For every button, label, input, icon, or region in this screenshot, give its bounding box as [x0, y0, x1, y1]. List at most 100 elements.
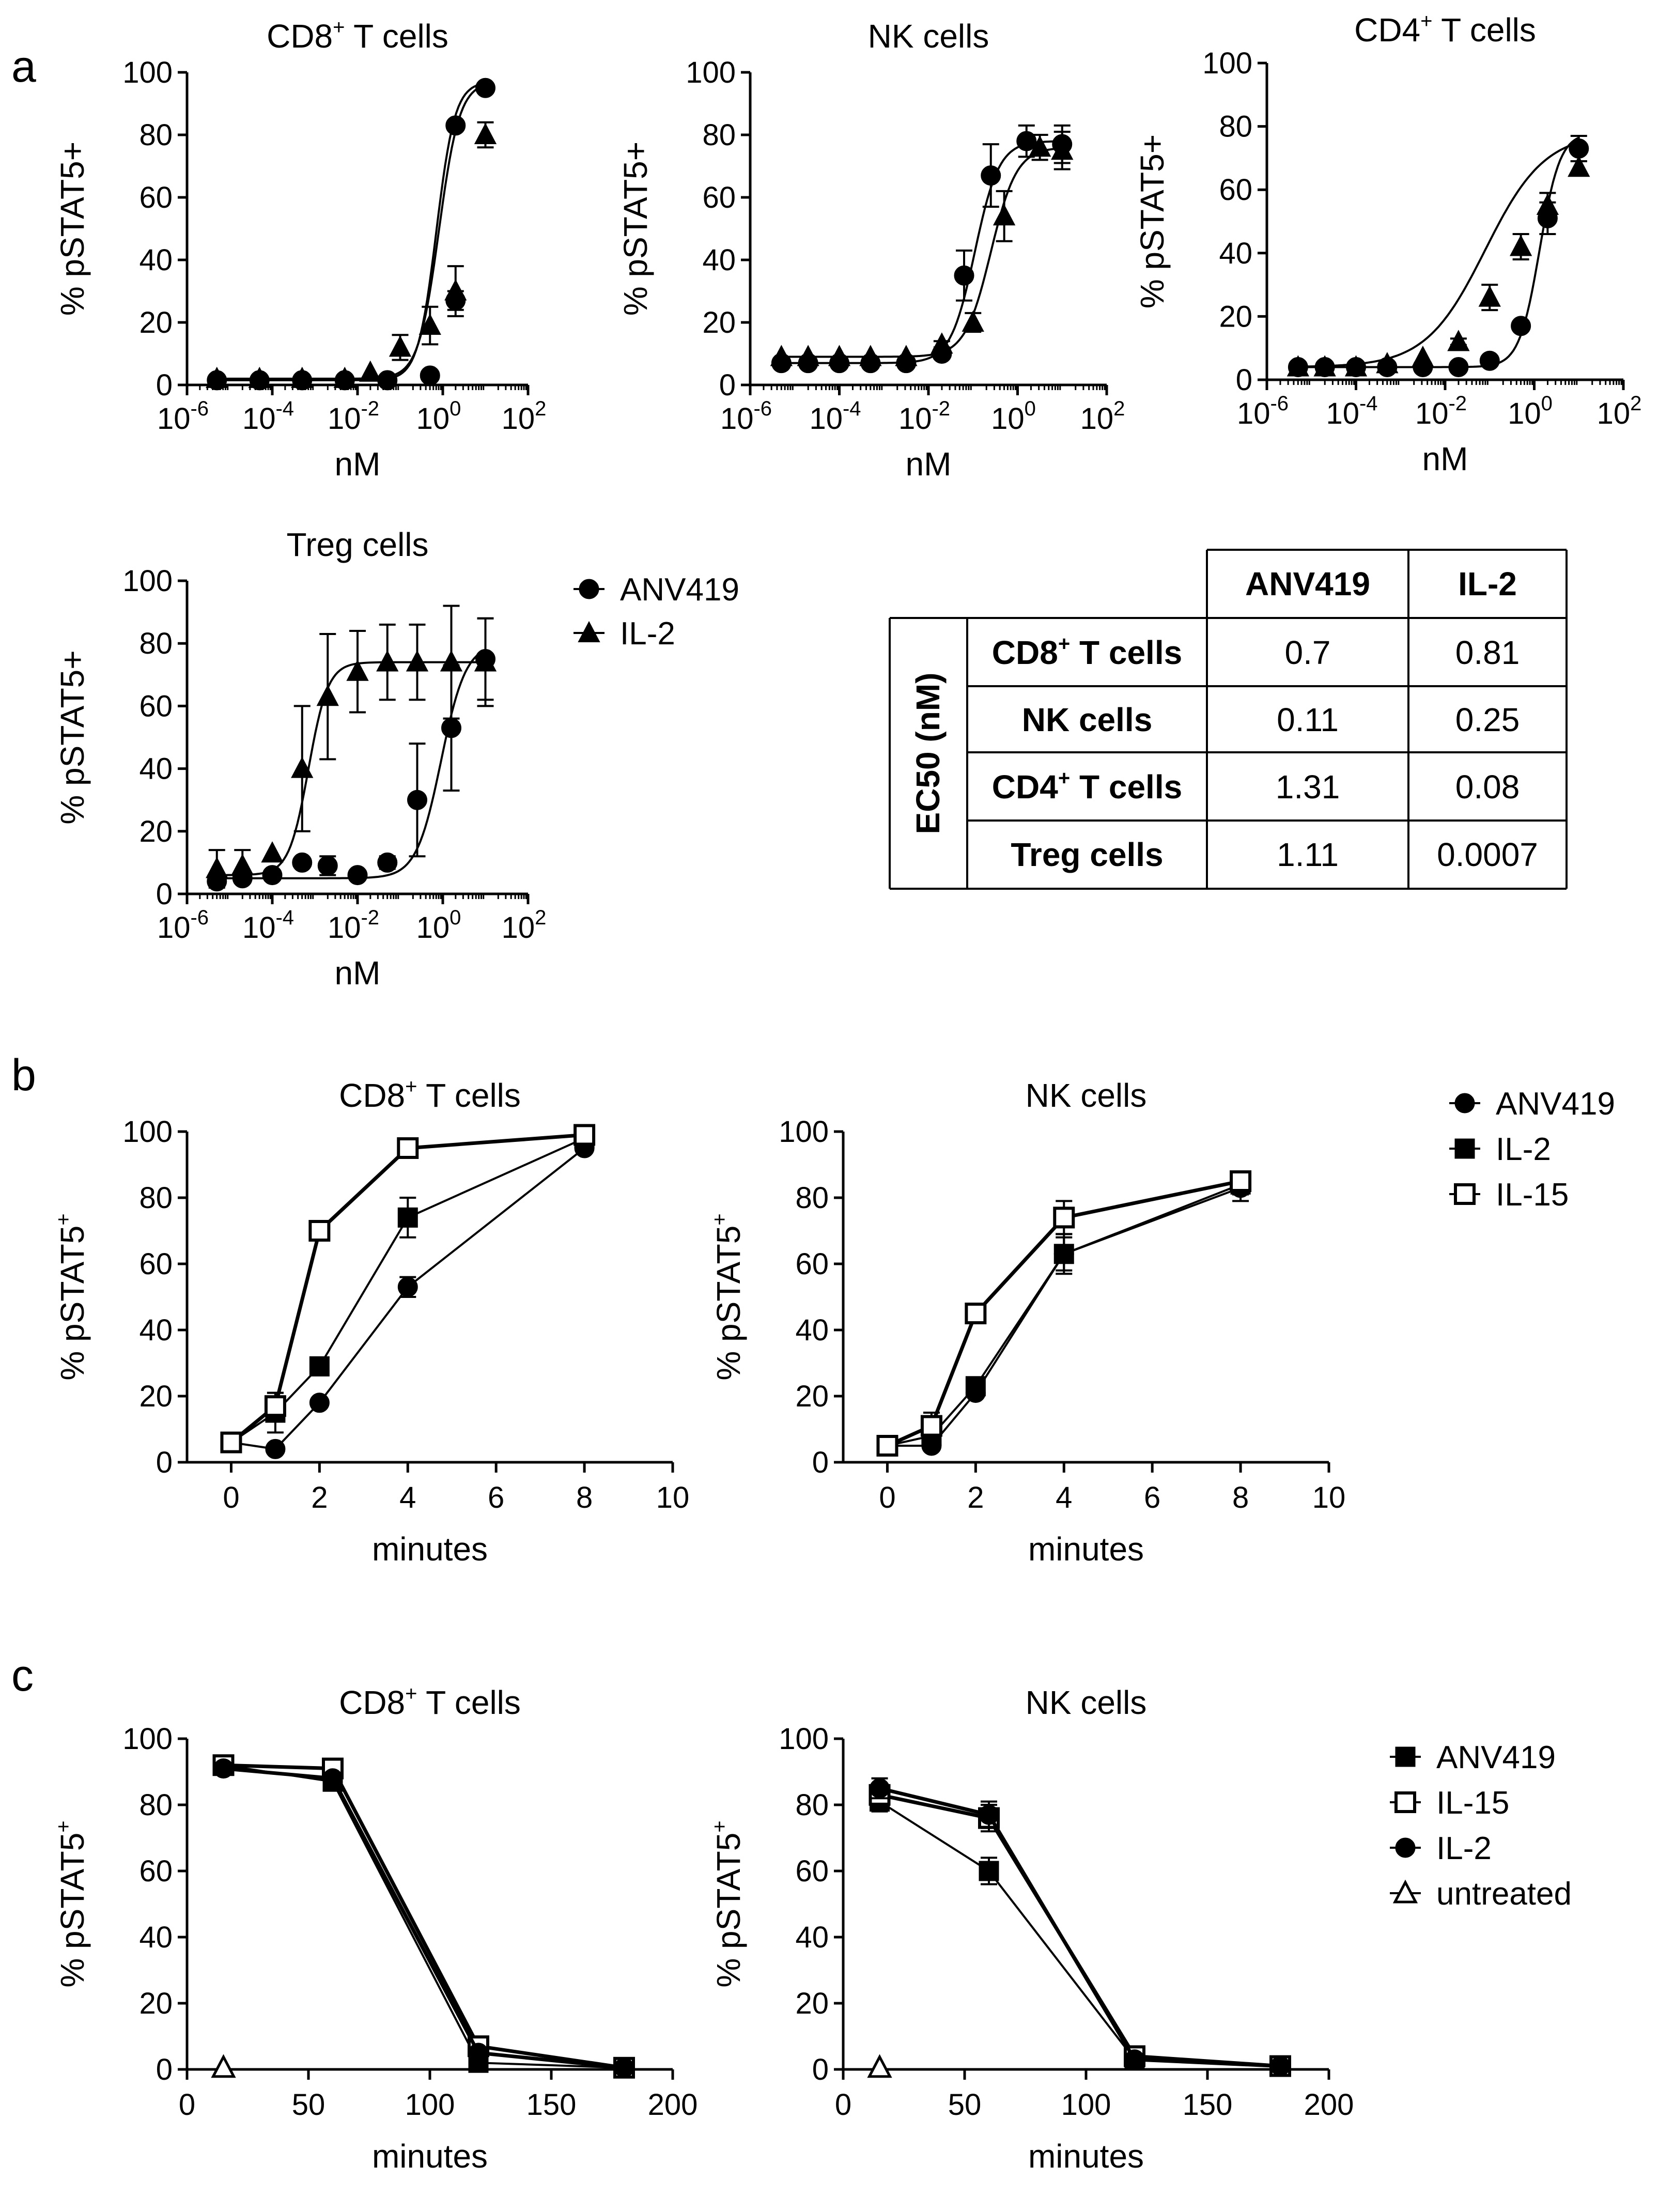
y-axis-label: % pSTAT5+: [52, 1213, 91, 1380]
series-anv419: [1288, 134, 1589, 377]
y-tick-label: 0: [719, 368, 736, 402]
fit-curve: [216, 648, 486, 879]
data-point: [1509, 235, 1532, 256]
legend-marker: [578, 621, 600, 642]
chart-title: Treg cells: [286, 526, 428, 563]
legend-label: IL-15: [1436, 1785, 1509, 1821]
data-point: [419, 313, 441, 335]
ec50-cd8-il2: 0.81: [1455, 634, 1520, 671]
x-tick-label: 8: [576, 1481, 593, 1514]
data-point: [346, 659, 369, 681]
data-point: [859, 345, 882, 366]
ec50-row-cd8-label: CD8+ T cells: [992, 632, 1182, 671]
x-tick-label: 10-2: [328, 906, 379, 945]
y-tick-label: 80: [702, 118, 736, 152]
legend-c: ANV419 IL-15 IL-2 untreated: [1390, 1740, 1572, 1912]
data-point: [1478, 285, 1501, 307]
series-il-15: [212, 1754, 635, 2079]
y-tick-label: 100: [779, 1722, 829, 1756]
x-tick-label: 8: [1232, 1481, 1249, 1514]
y-tick-label: 80: [139, 1181, 173, 1215]
y-tick-label: 40: [139, 1313, 173, 1347]
x-tick-label: 100: [1061, 2088, 1111, 2122]
y-tick-label: 60: [139, 689, 173, 723]
series-il-2: [206, 84, 497, 388]
x-tick-label: 102: [502, 397, 547, 436]
data-point: [1344, 355, 1368, 377]
series-il-2: [770, 130, 1074, 366]
data-point: [867, 2054, 892, 2078]
x-tick-label: 10-4: [242, 397, 294, 436]
x-axis-label: minutes: [372, 2138, 488, 2175]
data-point: [441, 718, 461, 738]
ec50-row-header: EC50 (nM): [909, 673, 947, 834]
x-tick-label: 100: [416, 906, 461, 945]
ec50-table: [889, 549, 1568, 890]
y-tick-label: 100: [1202, 47, 1252, 80]
x-tick-label: 0: [879, 1481, 895, 1514]
x-axis-label: minutes: [372, 1530, 488, 1568]
data-point: [474, 122, 497, 144]
series-line: [879, 1786, 1281, 2068]
data-point: [614, 2058, 634, 2078]
y-axis-label: % pSTAT5+: [1134, 134, 1171, 308]
data-point: [231, 854, 254, 875]
legend-label: ANV419: [1436, 1740, 1556, 1775]
series-il-15: [869, 1784, 1291, 2077]
data-point: [475, 78, 495, 98]
y-tick-label: 40: [139, 243, 173, 277]
x-tick-label: 4: [1056, 1481, 1072, 1514]
y-tick-label: 40: [1219, 237, 1252, 270]
x-tick-label: 10-6: [720, 397, 772, 436]
chart-b1: 0 20 40 60 80 100 0 2 4 6 8 10 CD8+ T cells minutes % …: [52, 1075, 689, 1568]
legend-marker: [1394, 1791, 1416, 1813]
data-point: [1569, 138, 1589, 159]
data-point: [1376, 352, 1399, 374]
x-tick-label: 0: [179, 2088, 195, 2122]
data-point: [954, 265, 974, 286]
data-point: [1053, 1244, 1074, 1264]
x-tick-label: 150: [1183, 2088, 1233, 2122]
x-tick-label: 200: [1304, 2088, 1354, 2122]
y-tick-label: 60: [139, 1854, 173, 1888]
data-point: [377, 370, 398, 391]
y-tick-label: 20: [139, 815, 173, 848]
legend-marker: [1454, 1183, 1476, 1205]
panel-label-c: c: [11, 1651, 34, 1700]
legend-marker: [1395, 1837, 1416, 1858]
y-tick-label: 80: [139, 1788, 173, 1822]
panel-label-b: b: [11, 1050, 36, 1100]
data-point: [797, 345, 819, 366]
series-anv419: [207, 78, 495, 391]
y-tick-label: 40: [795, 1921, 829, 1954]
legend-a: ANV419 IL-2: [574, 572, 739, 652]
data-point: [1448, 357, 1469, 377]
series-line: [879, 1800, 1281, 2067]
x-tick-label: 102: [502, 906, 547, 945]
x-tick-label: 10-6: [1237, 392, 1289, 430]
chart-title: CD8+ T cells: [339, 1682, 521, 1721]
x-tick-label: 4: [399, 1481, 416, 1514]
data-point: [979, 1861, 999, 1881]
data-point: [468, 2043, 489, 2063]
chart-b2: 0 20 40 60 80 100 0 2 4 6 8 10 NK cells minutes % pSTA…: [708, 1077, 1345, 1568]
ec50-nk-anv419: 0.11: [1277, 701, 1339, 738]
x-tick-label: 2: [967, 1481, 984, 1514]
y-tick-label: 80: [795, 1788, 829, 1822]
data-point: [931, 332, 953, 354]
data-point: [309, 1393, 330, 1413]
y-tick-label: 0: [156, 877, 173, 911]
series-anv419: [870, 1790, 1291, 2077]
fit-curve: [781, 147, 1062, 358]
data-point: [213, 1758, 234, 1779]
y-tick-label: 20: [795, 1380, 829, 1413]
ec50-treg-anv419: 1.11: [1277, 836, 1339, 873]
x-axis-label: nM: [335, 954, 381, 992]
y-axis-label: % pSTAT5+: [54, 650, 91, 824]
data-point: [308, 1220, 331, 1242]
data-point: [261, 841, 284, 863]
series-il-2: [1287, 141, 1590, 377]
data-point: [1051, 138, 1074, 160]
